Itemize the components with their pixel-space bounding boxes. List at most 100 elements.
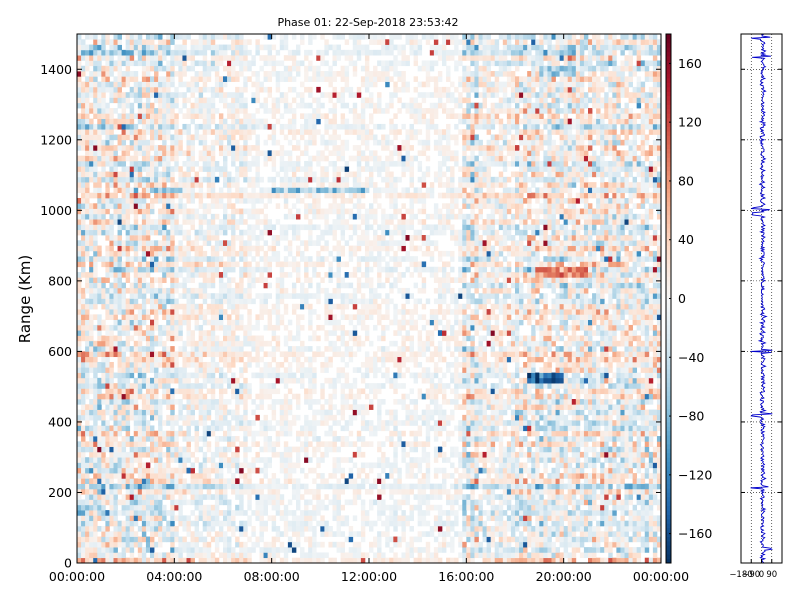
heatmap-cell xyxy=(320,150,325,157)
heatmap-cell xyxy=(308,123,313,130)
heatmap-cell xyxy=(214,340,220,347)
heatmap-cell xyxy=(125,462,131,469)
heatmap-cell xyxy=(105,60,110,67)
heatmap-cell xyxy=(304,182,309,188)
heatmap-cell xyxy=(251,409,256,416)
heatmap-cell xyxy=(336,277,341,283)
heatmap-cell xyxy=(109,536,114,543)
heatmap-cell xyxy=(145,430,151,437)
heatmap-cell xyxy=(77,224,82,231)
heatmap-cell xyxy=(231,176,236,183)
heatmap-cell xyxy=(210,182,216,188)
heatmap-cell xyxy=(137,409,143,416)
heatmap-cell xyxy=(89,399,94,405)
heatmap-cell xyxy=(145,451,151,458)
heatmap-cell xyxy=(251,282,256,289)
heatmap-cell xyxy=(287,123,293,130)
heatmap-cell xyxy=(89,213,94,220)
heatmap-cell xyxy=(166,383,171,389)
heatmap-cell xyxy=(214,314,220,321)
heatmap-cell xyxy=(105,102,110,109)
heatmap-cell xyxy=(186,319,191,326)
heatmap-cell xyxy=(271,176,277,183)
heatmap-cell xyxy=(178,282,183,289)
heatmap-cell xyxy=(239,525,244,532)
heatmap-cell xyxy=(235,129,240,135)
heatmap-cell xyxy=(129,393,135,400)
heatmap-cell xyxy=(206,219,212,225)
heatmap-cell xyxy=(304,277,309,283)
heatmap-cell xyxy=(251,531,256,537)
heatmap-cell xyxy=(178,266,183,273)
heatmap-cell xyxy=(340,145,346,151)
heatmap-cell xyxy=(332,235,337,241)
heatmap-cell xyxy=(287,118,293,125)
heatmap-cell xyxy=(105,499,110,506)
heatmap-cell xyxy=(101,139,106,146)
heatmap-cell xyxy=(283,335,289,342)
heatmap-cell xyxy=(336,324,341,331)
heatmap-cell xyxy=(300,430,305,437)
heatmap-cell xyxy=(77,515,82,522)
heatmap-cell xyxy=(170,483,175,490)
heatmap-cell xyxy=(227,113,232,119)
heatmap-cell xyxy=(324,187,329,194)
heatmap-cell xyxy=(101,39,106,45)
heatmap-cell xyxy=(97,102,102,109)
heatmap-cell xyxy=(227,55,232,61)
heatmap-cell xyxy=(178,504,183,511)
heatmap-cell xyxy=(308,219,313,225)
heatmap-cell xyxy=(166,557,171,564)
heatmap-cell xyxy=(255,192,260,199)
heatmap-cell xyxy=(93,187,98,194)
heatmap-cell xyxy=(194,356,200,363)
heatmap-cell xyxy=(214,494,220,500)
heatmap-cell xyxy=(141,430,147,437)
heatmap-cell xyxy=(182,81,187,88)
heatmap-cell xyxy=(344,314,350,321)
heatmap-cell xyxy=(320,134,325,141)
heatmap-cell xyxy=(101,55,106,61)
heatmap-cell xyxy=(243,441,248,447)
heatmap-cell xyxy=(279,462,285,469)
heatmap-cell xyxy=(93,520,98,527)
heatmap-cell xyxy=(271,414,277,421)
heatmap-cell xyxy=(324,377,329,384)
heatmap-cell xyxy=(287,224,293,231)
heatmap-cell xyxy=(231,118,236,125)
heatmap-cell xyxy=(227,351,232,358)
heatmap-cell xyxy=(198,235,204,241)
heatmap-cell xyxy=(162,261,167,268)
heatmap-cell xyxy=(117,86,122,93)
heatmap-cell xyxy=(150,176,155,183)
heatmap-cell xyxy=(308,224,313,231)
heatmap-cell xyxy=(178,49,183,56)
heatmap-cell xyxy=(89,504,94,511)
heatmap-cell xyxy=(117,287,122,294)
heatmap-cell xyxy=(150,129,155,135)
heatmap-cell xyxy=(206,488,212,495)
heatmap-cell xyxy=(308,155,313,162)
heatmap-cell xyxy=(243,187,248,194)
heatmap-cell xyxy=(304,49,309,56)
heatmap-cell xyxy=(214,399,220,405)
heatmap-cell xyxy=(340,541,346,548)
heatmap-cell xyxy=(121,494,127,500)
heatmap-cell xyxy=(150,49,155,56)
heatmap-cell xyxy=(300,197,305,204)
heatmap-cell xyxy=(109,504,114,511)
heatmap-cell xyxy=(324,303,329,310)
heatmap-cell xyxy=(227,361,232,368)
heatmap-cell xyxy=(85,171,90,178)
heatmap-cell xyxy=(145,166,151,172)
heatmap-cell xyxy=(150,393,155,400)
heatmap-cell xyxy=(320,60,325,67)
heatmap-cell xyxy=(263,76,268,82)
heatmap-cell xyxy=(125,547,131,553)
heatmap-cell xyxy=(170,272,175,278)
heatmap-cell xyxy=(190,256,195,262)
heatmap-cell xyxy=(214,409,220,416)
heatmap-cell xyxy=(81,71,86,77)
heatmap-cell xyxy=(174,457,179,463)
heatmap-cell xyxy=(308,192,313,199)
